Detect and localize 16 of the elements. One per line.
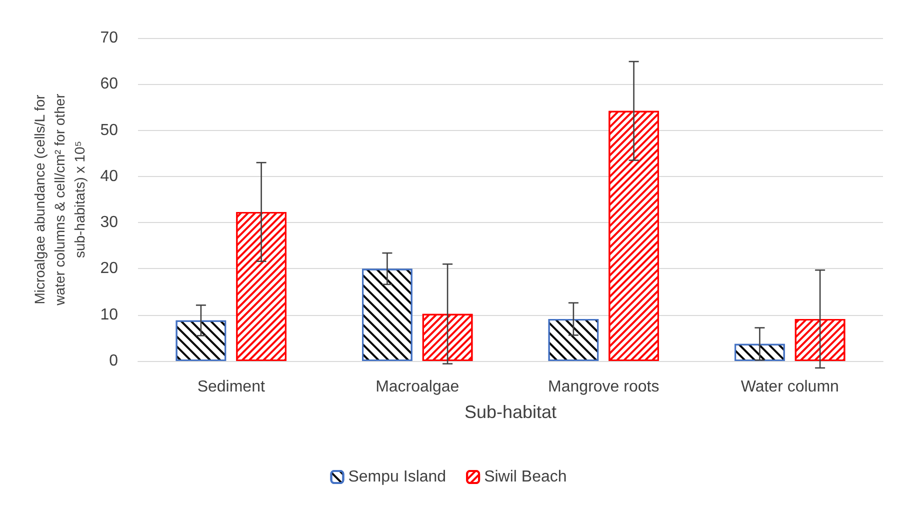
x-tick-label: Mangrove roots: [548, 378, 660, 396]
legend-label: Sempu Island: [348, 468, 446, 486]
x-tick-label: Sediment: [197, 378, 266, 396]
y-tick-label: 70: [100, 30, 118, 46]
x-axis-title: Sub-habitat: [464, 402, 557, 422]
y-tick-label: 0: [109, 352, 118, 370]
y-tick-label: 20: [100, 260, 118, 278]
x-tick-label: Water column: [740, 378, 839, 396]
y-tick-label: 40: [100, 168, 118, 185]
legend-label: Siwil Beach: [484, 468, 567, 486]
y-tick-label: 30: [100, 214, 118, 232]
y-tick-label: 50: [100, 122, 118, 139]
y-axis-title: Microalgae abundance (cells/L for water columns & cell/cm² for other sub-habitats) x 10⁵: [31, 93, 88, 306]
x-tick-label: Macroalgae: [376, 378, 460, 396]
y-tick-label: 10: [100, 306, 118, 324]
y-tick-label: 60: [100, 76, 118, 93]
